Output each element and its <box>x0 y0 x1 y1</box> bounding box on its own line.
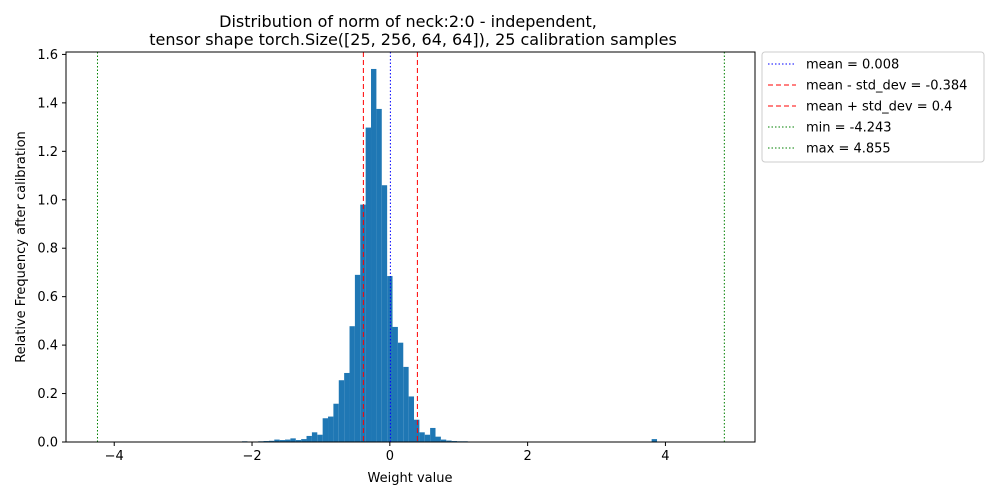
x-axis-ticks: −4 −2 0 2 4 <box>105 442 670 464</box>
legend-label: mean + std_dev = 0.4 <box>806 100 952 115</box>
x-tick-label: −2 <box>242 449 261 464</box>
y-tick-label: 1.2 <box>37 145 58 160</box>
histogram-bar <box>397 342 404 442</box>
histogram-bar <box>376 108 382 442</box>
y-axis-ticks: 0.0 0.2 0.4 0.6 0.8 1.0 1.2 1.4 1.6 <box>37 48 66 451</box>
histogram-bar <box>440 439 447 442</box>
histogram-bar <box>349 326 355 442</box>
y-axis-label: Relative Frequency after calibration <box>14 131 29 363</box>
histogram-bar <box>424 434 431 442</box>
histogram-bar <box>651 439 658 442</box>
histogram-bar <box>311 432 318 442</box>
chart-title: Distribution of norm of neck:2:0 - indep… <box>219 12 597 31</box>
histogram-bar <box>354 274 361 442</box>
histogram-bar <box>381 185 388 443</box>
histogram-bar <box>446 440 452 442</box>
histogram-bar <box>414 419 420 442</box>
plot-frame <box>65 51 756 443</box>
reference-lines <box>96 52 725 442</box>
histogram-bar <box>430 427 436 442</box>
histogram-bar <box>301 439 307 442</box>
y-tick-label: 0.4 <box>37 339 58 354</box>
chart-subtitle: tensor shape torch.Size([25, 256, 64, 64… <box>149 30 677 49</box>
x-tick-label: −4 <box>105 449 124 464</box>
histogram-bar <box>317 434 323 442</box>
legend-label: min = -4.243 <box>806 121 892 136</box>
histogram-bar <box>419 432 425 442</box>
histogram-bar <box>333 403 339 442</box>
legend-label: max = 4.855 <box>806 142 891 157</box>
histogram-bar <box>360 204 366 442</box>
histogram-bar <box>290 438 296 442</box>
histogram-bar <box>306 435 312 442</box>
histogram-bar <box>279 440 286 442</box>
y-tick-label: 0.0 <box>37 436 58 451</box>
histogram-bar <box>328 416 334 442</box>
histogram-bar <box>387 276 393 442</box>
histogram-bar <box>392 326 398 442</box>
y-tick-label: 1.4 <box>37 96 58 111</box>
x-axis-label: Weight value <box>368 471 453 486</box>
legend: mean = 0.008 mean - std_dev = -0.384 mean … <box>761 51 985 163</box>
histogram-bar <box>371 68 377 443</box>
histogram-bar <box>435 436 441 442</box>
legend-label: mean - std_dev = -0.384 <box>806 79 967 94</box>
histogram-bar <box>295 440 302 442</box>
histogram-bar <box>365 127 372 442</box>
y-tick-label: 1.6 <box>37 48 58 63</box>
x-tick-label: 0 <box>386 449 394 464</box>
histogram-bar <box>344 372 350 442</box>
histogram-bar <box>274 439 280 442</box>
histogram-bar <box>403 366 409 442</box>
histogram-bar <box>338 380 345 442</box>
y-tick-label: 0.8 <box>37 242 58 257</box>
x-tick-label: 4 <box>661 449 669 464</box>
y-tick-label: 1.0 <box>37 193 58 208</box>
histogram-bar <box>285 439 291 442</box>
histogram-bar <box>322 418 329 442</box>
y-tick-label: 0.6 <box>37 290 58 305</box>
y-tick-label: 0.2 <box>37 387 58 402</box>
histogram-bars <box>242 68 658 443</box>
histogram-bar <box>268 440 275 442</box>
histogram-bar <box>408 396 415 442</box>
legend-box <box>761 51 985 163</box>
x-tick-label: 2 <box>523 449 531 464</box>
legend-label: mean = 0.008 <box>806 58 899 73</box>
